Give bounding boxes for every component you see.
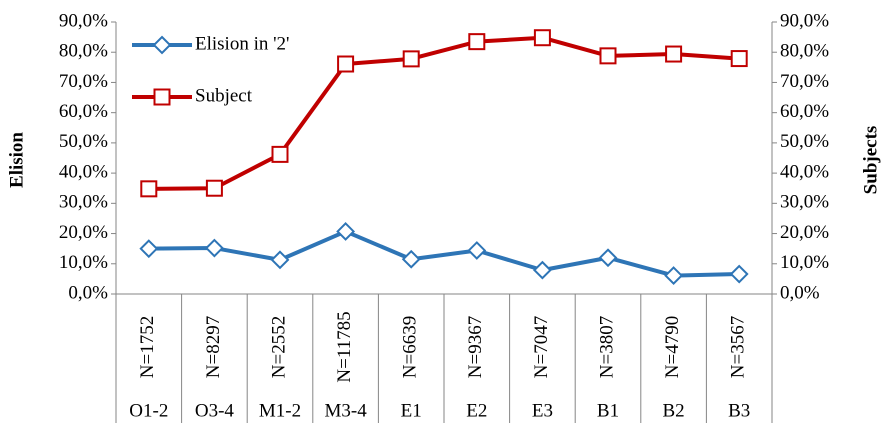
data-point <box>336 222 356 241</box>
x-tick-label: E3 <box>532 400 553 421</box>
x-sublabel: N=2552 <box>268 316 289 378</box>
y2-tick-label: 40,0% <box>780 161 829 182</box>
x-sublabel: N=1752 <box>137 316 158 378</box>
x-sublabel: N=9367 <box>465 316 486 378</box>
x-sublabel: N=8297 <box>203 316 224 378</box>
x-sublabel: N=3567 <box>728 316 749 378</box>
data-point <box>204 238 224 258</box>
x-sublabel: N=7047 <box>531 316 552 378</box>
x-tick-label: B1 <box>597 400 619 421</box>
y-tick-label: 70,0% <box>59 71 108 92</box>
y2-tick-label: 60,0% <box>780 101 829 122</box>
data-point <box>730 50 748 68</box>
data-point <box>533 29 551 47</box>
data-point <box>598 248 618 268</box>
legend-label: Subject <box>195 85 253 106</box>
data-point <box>270 250 290 270</box>
y-tick-label: 20,0% <box>59 222 108 243</box>
x-tick-label: B3 <box>728 400 750 421</box>
y2-tick-label: 0,0% <box>780 282 820 303</box>
legend-marker <box>152 35 172 55</box>
data-point <box>468 33 486 51</box>
legend-marker <box>153 88 171 106</box>
y2-tick-label: 50,0% <box>780 131 829 152</box>
y2-tick-label: 10,0% <box>780 252 829 273</box>
x-tick-label: B2 <box>663 400 685 421</box>
data-point <box>401 249 421 269</box>
y2-tick-label: 70,0% <box>780 71 829 92</box>
x-tick-label: M1-2 <box>259 400 301 421</box>
data-point <box>532 260 552 280</box>
x-tick-label: O3-4 <box>195 400 235 421</box>
y2-tick-label: 90,0% <box>780 10 829 31</box>
data-point <box>402 50 420 68</box>
data-point <box>271 145 289 163</box>
data-point <box>139 239 159 259</box>
x-sublabel: N=6639 <box>400 316 421 378</box>
series-line <box>148 229 740 278</box>
data-point <box>599 47 617 65</box>
y-tick-label: 30,0% <box>59 192 108 213</box>
y-tick-label: 60,0% <box>59 101 108 122</box>
data-point <box>729 264 749 284</box>
x-sublabel: N=4790 <box>662 316 683 378</box>
x-tick-label: E1 <box>401 400 422 421</box>
data-point <box>664 266 684 285</box>
legend-label: Elision in '2' <box>195 33 289 54</box>
y-tick-label: 80,0% <box>59 41 108 62</box>
y2-axis-title: Subjects <box>860 126 881 195</box>
y-tick-label: 40,0% <box>59 161 108 182</box>
y2-tick-label: 30,0% <box>780 192 829 213</box>
data-point <box>337 55 355 73</box>
data-point <box>665 45 683 63</box>
data-point <box>467 241 487 260</box>
data-point <box>140 180 158 198</box>
y-tick-label: 90,0% <box>59 10 108 31</box>
y-tick-label: 50,0% <box>59 131 108 152</box>
x-sublabel: N=3807 <box>596 316 617 378</box>
x-tick-label: E2 <box>466 400 487 421</box>
x-tick-label: O1-2 <box>129 400 168 421</box>
y-tick-label: 0,0% <box>68 282 108 303</box>
y-axis-title: Elision <box>6 132 27 188</box>
y2-tick-label: 20,0% <box>780 222 829 243</box>
y-tick-label: 10,0% <box>59 252 108 273</box>
series-line <box>148 35 740 191</box>
data-point <box>205 179 223 197</box>
x-sublabel: N=11785 <box>334 311 355 382</box>
x-tick-label: M3-4 <box>324 400 367 421</box>
y2-tick-label: 80,0% <box>780 41 829 62</box>
